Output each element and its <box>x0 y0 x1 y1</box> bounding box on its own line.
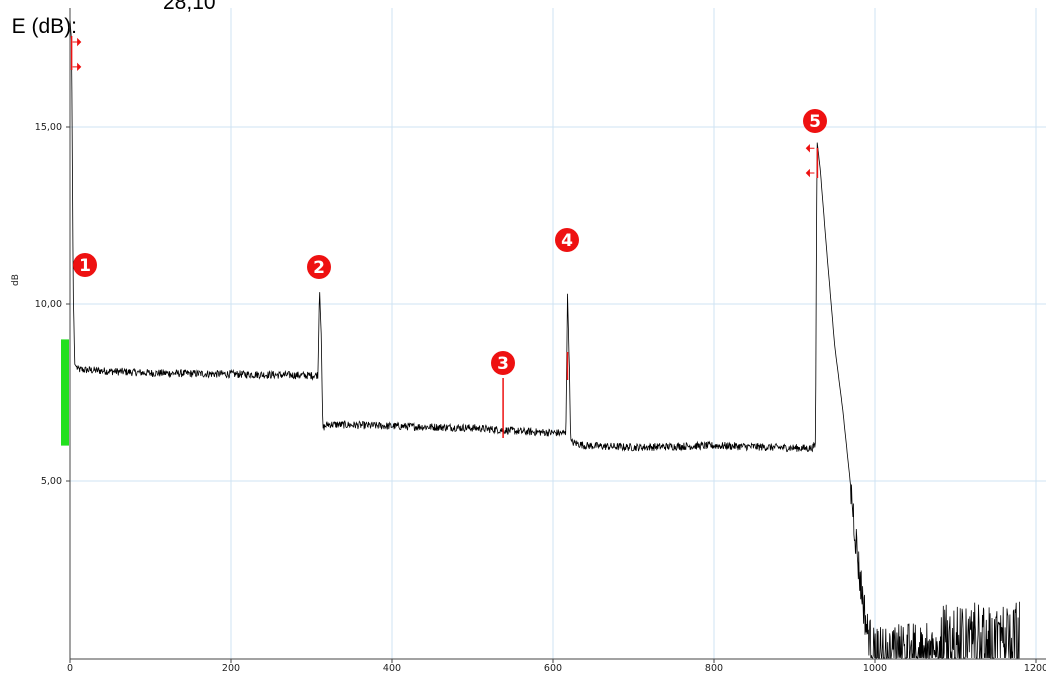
arrow-marker-left <box>805 144 815 153</box>
y-axis-label: dB <box>11 274 21 286</box>
x-tick-label: 1200 <box>1024 663 1046 674</box>
arrow-marker-right <box>72 37 82 47</box>
x-tick-label: 200 <box>222 663 240 674</box>
arrow-marker-left <box>805 168 815 178</box>
event-5-label: 5 <box>809 112 821 132</box>
axes <box>66 8 1046 663</box>
event-2-label: 2 <box>313 258 325 278</box>
grid <box>70 8 1046 659</box>
event-5-circle <box>803 109 827 133</box>
y-tick-label: 5,00 <box>41 476 62 487</box>
event-2-circle <box>307 255 331 279</box>
trace-line <box>69 20 1020 659</box>
tick-labels: 0 200 400 600 800 1000 1200 5,00 10,00 15,00 <box>35 122 1046 674</box>
event-4-label: 4 <box>561 231 573 251</box>
highlight-band-rect <box>61 339 69 446</box>
event-1-circle <box>73 253 97 277</box>
trace-series <box>69 20 1020 659</box>
arrow-marker-right <box>72 62 82 72</box>
x-tick-label: 1000 <box>863 663 887 674</box>
event-4-circle <box>555 228 579 252</box>
event-markers: 1 2 3 4 5 <box>70 36 827 438</box>
y-tick-label: 15,00 <box>35 122 62 133</box>
event-3-label: 3 <box>497 354 509 374</box>
header-readout: E (dB): 28,10 <box>0 0 216 63</box>
event-3-circle <box>491 351 515 375</box>
x-tick-label: 0 <box>67 663 73 674</box>
header-label: E (dB): <box>11 15 78 38</box>
y-tick-label: 10,00 <box>35 299 62 310</box>
x-tick-label: 600 <box>544 663 562 674</box>
markers <box>72 37 815 178</box>
x-tick-label: 400 <box>383 663 401 674</box>
header-value: 28,10 <box>163 0 216 14</box>
event-1-label: 1 <box>79 256 91 276</box>
highlight-band <box>61 339 69 446</box>
x-tick-label: 800 <box>705 663 723 674</box>
